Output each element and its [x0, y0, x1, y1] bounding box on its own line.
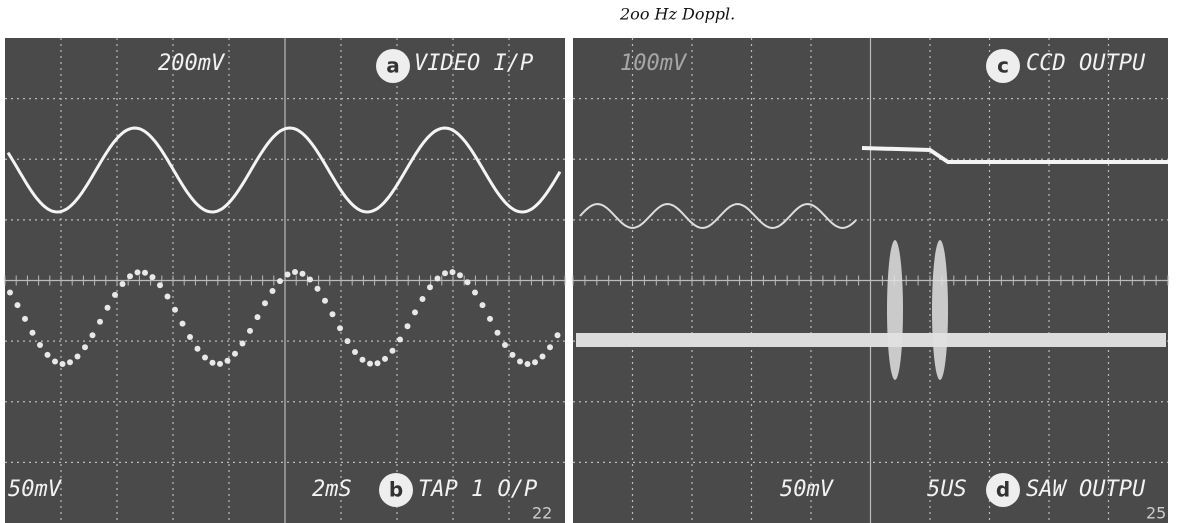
- sample-dot: [375, 360, 381, 366]
- sample-dot: [405, 323, 411, 329]
- sample-dot: [442, 270, 448, 276]
- sample-dot: [517, 359, 523, 365]
- sample-dot: [172, 307, 178, 313]
- sample-dot: [255, 314, 261, 320]
- sample-dot: [225, 358, 231, 364]
- sample-dot: [165, 294, 171, 300]
- time-label: 2mS: [312, 477, 352, 502]
- sample-dot: [142, 270, 148, 276]
- badge-letter: a: [386, 54, 400, 78]
- sample-dot: [532, 359, 538, 365]
- sample-dot: [97, 319, 103, 325]
- sample-dot: [180, 321, 186, 327]
- time-label: 5US: [927, 477, 967, 502]
- sample-dot: [75, 354, 81, 360]
- sample-dot: [450, 269, 456, 275]
- sample-dot: [435, 276, 441, 282]
- sample-dot: [157, 282, 163, 288]
- badge-letter: b: [389, 478, 403, 502]
- sample-dot: [217, 361, 223, 367]
- page-number: 22: [532, 504, 552, 523]
- sample-dot: [277, 278, 283, 284]
- sample-dot: [427, 284, 433, 290]
- sample-dot: [555, 332, 561, 338]
- figure: 2oo Hz Doppl. 200mV a VIDEO I/P 50mV 2mS…: [0, 0, 1179, 523]
- sample-dot: [262, 300, 268, 306]
- sample-dot: [397, 337, 403, 343]
- sample-dot: [367, 361, 373, 367]
- sample-dot: [232, 351, 238, 357]
- sample-dot: [45, 352, 51, 358]
- badge-letter: c: [997, 54, 1009, 78]
- trace-label: TAP 1 O/P: [418, 477, 537, 502]
- sample-dot: [472, 290, 478, 296]
- sample-dot: [502, 342, 508, 348]
- sample-dot: [390, 348, 396, 354]
- saw-burst: [932, 240, 948, 380]
- sample-dot: [292, 269, 298, 275]
- sample-dot: [247, 328, 253, 334]
- sample-dot: [120, 281, 126, 287]
- sample-dot: [457, 272, 463, 278]
- sample-dot: [300, 271, 306, 277]
- sample-dot: [420, 296, 426, 302]
- sample-dot: [90, 332, 96, 338]
- trace-label: VIDEO I/P: [414, 51, 533, 76]
- trace-label: CCD OUTPU: [1026, 51, 1146, 76]
- saw-burst: [887, 240, 903, 380]
- sample-dot: [210, 360, 216, 366]
- sample-dot: [285, 272, 291, 278]
- handwritten-note: 2oo Hz Doppl.: [619, 5, 735, 24]
- sample-dot: [60, 361, 66, 367]
- sample-dot: [315, 286, 321, 292]
- sample-dot: [480, 302, 486, 308]
- sample-dot: [187, 334, 193, 340]
- sample-dot: [195, 346, 201, 352]
- sample-dot: [337, 325, 343, 331]
- sample-dot: [67, 359, 73, 365]
- sample-dot: [547, 344, 553, 350]
- sample-dot: [270, 288, 276, 294]
- sample-dot: [82, 344, 88, 350]
- sample-dot: [52, 359, 58, 365]
- sample-dot: [307, 277, 313, 283]
- sample-dot: [330, 311, 336, 317]
- sample-dot: [15, 302, 21, 308]
- sample-dot: [112, 292, 118, 298]
- sample-dot: [345, 338, 351, 344]
- saw-baseline: [576, 333, 1166, 347]
- sample-dot: [30, 330, 36, 336]
- sample-dot: [322, 298, 328, 304]
- page-number: 25: [1146, 504, 1166, 523]
- sample-dot: [135, 269, 141, 275]
- sample-dot: [510, 352, 516, 358]
- badge-letter: d: [996, 478, 1010, 502]
- sample-dot: [525, 361, 531, 367]
- sample-dot: [127, 273, 133, 279]
- sample-dot: [382, 356, 388, 362]
- scale-label: 200mV: [158, 51, 226, 76]
- sample-dot: [487, 316, 493, 322]
- sample-dot: [352, 349, 358, 355]
- sample-dot: [22, 316, 28, 322]
- scale-label: 50mV: [780, 477, 835, 502]
- sample-dot: [412, 309, 418, 315]
- sample-dot: [202, 355, 208, 361]
- trace-label: SAW OUTPU: [1026, 477, 1146, 502]
- sample-dot: [37, 342, 43, 348]
- sample-dot: [495, 330, 501, 336]
- scale-label: 100mV: [620, 51, 688, 76]
- sample-dot: [240, 341, 246, 347]
- sample-dot: [465, 279, 471, 285]
- sample-dot: [7, 290, 13, 296]
- sample-dot: [360, 357, 366, 363]
- scale-label: 50mV: [8, 477, 63, 502]
- sample-dot: [540, 354, 546, 360]
- sample-dot: [105, 305, 111, 311]
- sample-dot: [150, 274, 156, 280]
